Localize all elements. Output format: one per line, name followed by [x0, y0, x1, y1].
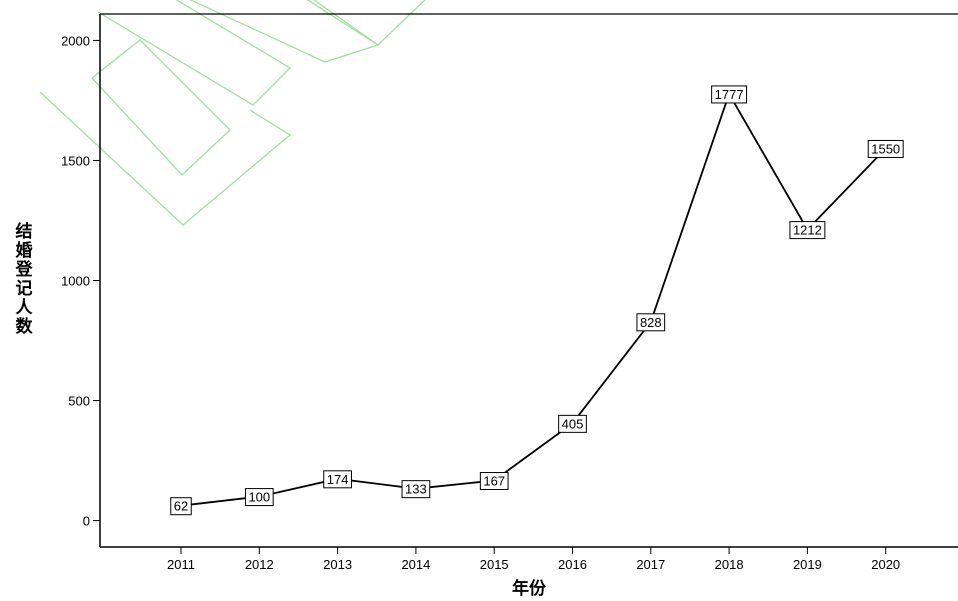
x-tick-label: 2019 — [793, 557, 822, 572]
data-label: 405 — [558, 414, 587, 433]
y-tick-label: 2000 — [61, 33, 90, 48]
data-label: 133 — [401, 480, 431, 499]
x-tick-label: 2018 — [715, 557, 744, 572]
y-tick-label: 1000 — [61, 274, 90, 289]
x-tick-label: 2013 — [323, 557, 352, 572]
svg-text:133: 133 — [405, 482, 427, 497]
watermark-logo — [39, 0, 426, 226]
x-tick-label: 2017 — [636, 557, 665, 572]
y-axis-ticks: 0 500 1000 1500 2000 — [61, 33, 100, 529]
svg-text:1777: 1777 — [715, 87, 744, 102]
y-tick-label: 1500 — [61, 153, 90, 168]
x-axis-ticks: 2011 2012 2013 2014 2015 2016 2017 2018 2019 2020 — [167, 547, 900, 572]
series-line — [180, 91, 887, 507]
data-label: 828 — [636, 313, 666, 332]
data-label: 1212 — [789, 221, 826, 240]
x-tick-label: 2012 — [245, 557, 274, 572]
y-axis-title: 结婚登记人数 — [15, 221, 34, 337]
data-label: 167 — [479, 471, 509, 490]
data-label: 62 — [170, 497, 192, 516]
svg-text:62: 62 — [174, 499, 188, 514]
x-axis-title: 年份 — [512, 578, 547, 599]
svg-text:167: 167 — [483, 473, 505, 488]
x-tick-label: 2011 — [167, 557, 195, 572]
data-label: 1550 — [867, 139, 904, 158]
data-label: 100 — [244, 488, 274, 507]
svg-text:100: 100 — [248, 490, 270, 505]
data-labels: 62 100 174 133 167 405 828 1777 1212 1550 — [170, 85, 904, 516]
svg-text:1212: 1212 — [793, 223, 822, 238]
x-tick-label: 2016 — [558, 557, 587, 572]
series-line-group — [180, 91, 887, 507]
x-tick-label: 2014 — [401, 557, 430, 572]
x-tick-label: 2020 — [871, 557, 900, 572]
y-tick-label: 0 — [83, 514, 90, 529]
y-tick-label: 500 — [68, 394, 90, 409]
x-tick-label: 2015 — [480, 557, 509, 572]
svg-text:405: 405 — [562, 416, 584, 431]
data-label: 174 — [323, 470, 352, 489]
data-label: 1777 — [711, 85, 748, 104]
svg-text:174: 174 — [327, 472, 349, 487]
svg-text:1550: 1550 — [871, 141, 900, 156]
svg-text:828: 828 — [640, 315, 662, 330]
